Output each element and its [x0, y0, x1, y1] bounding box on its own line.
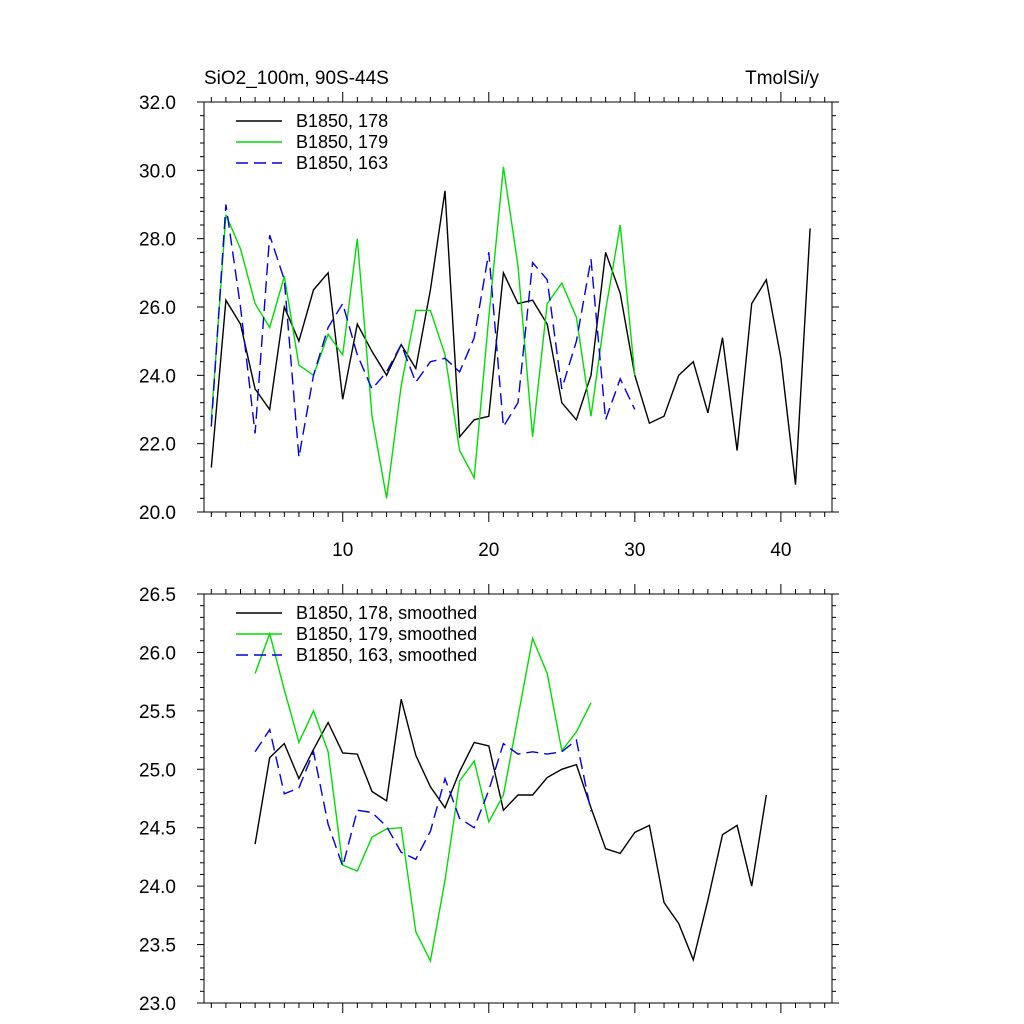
- y-tick-label: 26.5: [139, 585, 176, 606]
- y-tick-label: 24.0: [139, 877, 176, 898]
- series-line-0: [254, 699, 767, 963]
- x-tick-label: 30: [624, 540, 645, 561]
- x-tick-label: 40: [770, 540, 791, 561]
- chart-left-title: SiO2_100m, 90S-44S: [204, 68, 389, 89]
- legend-label-2: B1850, 163, smoothed: [296, 645, 477, 665]
- y-tick-label: 23.5: [139, 936, 176, 957]
- legend-label-2: B1850, 163: [296, 153, 388, 173]
- y-tick-label: 20.0: [139, 503, 176, 524]
- series-line-1: [210, 166, 636, 499]
- series-line-2: [254, 727, 592, 869]
- y-tick-label: 22.0: [139, 435, 176, 456]
- y-tick-label: 25.5: [139, 702, 176, 723]
- y-tick-label: 28.0: [139, 230, 176, 251]
- bottom-panel-smoothed-series: 23.0 23.5 24.0 24.5 25.0 25.5 26.0 26.5 B1850, 1…: [139, 584, 839, 1015]
- y-tick-label: 32.0: [139, 93, 176, 114]
- series-line-0: [210, 190, 811, 485]
- y-tick-label: 25.0: [139, 760, 176, 781]
- legend-label-1: B1850, 179, smoothed: [296, 624, 477, 644]
- y-tick-label: 30.0: [139, 161, 176, 182]
- x-tick-label: 10: [332, 540, 353, 561]
- series-line-2: [210, 204, 636, 458]
- y-tick-label: 23.0: [139, 994, 176, 1015]
- chart-right-title: TmolSi/y: [745, 68, 819, 89]
- y-tick-label: 24.5: [139, 819, 176, 840]
- series-line-1: [254, 631, 592, 964]
- y-tick-label: 26.0: [139, 298, 176, 319]
- legend-label-0: B1850, 178: [296, 111, 388, 131]
- y-tick-label: 24.0: [139, 366, 176, 387]
- legend-label-1: B1850, 179: [296, 132, 388, 152]
- y-tick-label: 26.0: [139, 643, 176, 664]
- legend-label-0: B1850, 178, smoothed: [296, 603, 477, 623]
- top-panel-raw-series: 20.0 22.0 24.0 26.0 28.0 30.0 32.0 10 20 30 40 B185…: [139, 92, 839, 561]
- x-tick-label: 20: [478, 540, 499, 561]
